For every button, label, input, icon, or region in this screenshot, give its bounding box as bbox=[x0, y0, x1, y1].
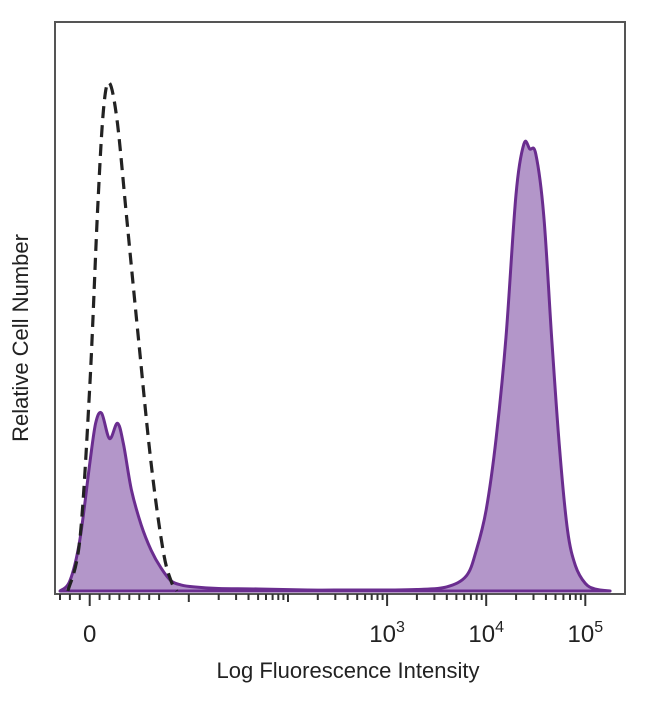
x-axis-label: Log Fluorescence Intensity bbox=[217, 658, 480, 683]
stained-histogram-series bbox=[58, 139, 612, 593]
x-tick-label: 105 bbox=[567, 619, 603, 648]
x-axis-ticks bbox=[59, 594, 587, 606]
series-layer bbox=[58, 80, 612, 593]
x-tick-label: 104 bbox=[468, 619, 504, 648]
x-tick-label: 103 bbox=[369, 619, 405, 648]
x-axis-tick-labels: 0 103 104 105 bbox=[83, 619, 603, 648]
x-tick-label: 0 bbox=[83, 621, 96, 648]
control-histogram-series bbox=[66, 80, 179, 592]
y-axis-label: Relative Cell Number bbox=[8, 234, 33, 442]
